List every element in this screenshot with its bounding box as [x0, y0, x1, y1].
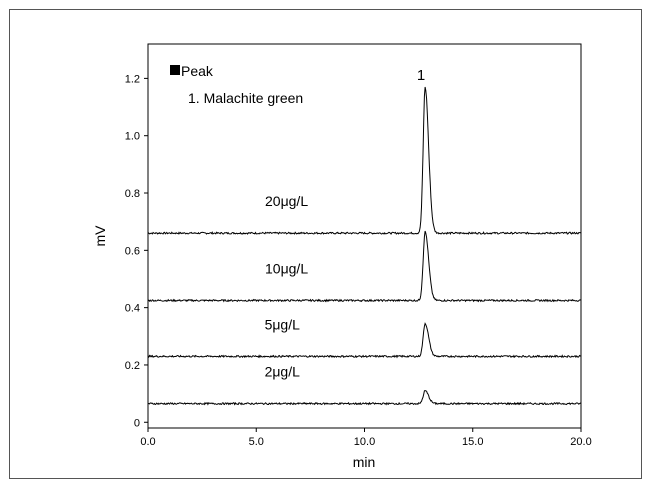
x-tick-label: 5.0 — [249, 436, 264, 448]
y-axis: 0 0.2 0.4 0.6 0.8 1.0 1.2 — [125, 73, 148, 429]
legend-entry: 1. Malachite green — [188, 90, 303, 106]
y-tick-label: 0.8 — [125, 188, 140, 200]
series-label: 20μg/L — [265, 193, 308, 209]
chromatogram-trace — [147, 86, 582, 236]
series-label: 10μg/L — [265, 260, 308, 276]
y-tick-label: 0.4 — [125, 303, 140, 315]
x-tick-label: 0.0 — [140, 436, 155, 448]
y-tick-label: 1.2 — [125, 73, 140, 85]
legend-marker — [170, 65, 180, 75]
chromatogram-trace — [147, 230, 582, 303]
x-tick-label: 20.0 — [570, 436, 591, 448]
legend-title: Peak — [181, 63, 214, 79]
x-tick-label: 10.0 — [354, 436, 375, 448]
y-tick-label: 0 — [134, 417, 140, 429]
chromatogram-trace — [147, 390, 582, 406]
traces — [147, 86, 582, 406]
series-labels: 20μg/L 10μg/L 5μg/L 2μg/L — [265, 193, 309, 380]
chromatogram-trace — [147, 322, 581, 359]
x-axis: 0.0 5.0 10.0 15.0 20.0 — [140, 428, 592, 448]
peak-number-label: 1 — [417, 67, 425, 84]
x-tick-label: 15.0 — [462, 436, 483, 448]
y-axis-title: mV — [92, 225, 108, 247]
y-tick-label: 1.0 — [125, 131, 140, 143]
y-tick-label: 0.6 — [125, 245, 140, 257]
series-label: 2μg/L — [265, 364, 301, 380]
y-tick-label: 0.2 — [125, 360, 140, 372]
x-axis-title: min — [353, 454, 376, 470]
series-label: 5μg/L — [265, 316, 301, 332]
